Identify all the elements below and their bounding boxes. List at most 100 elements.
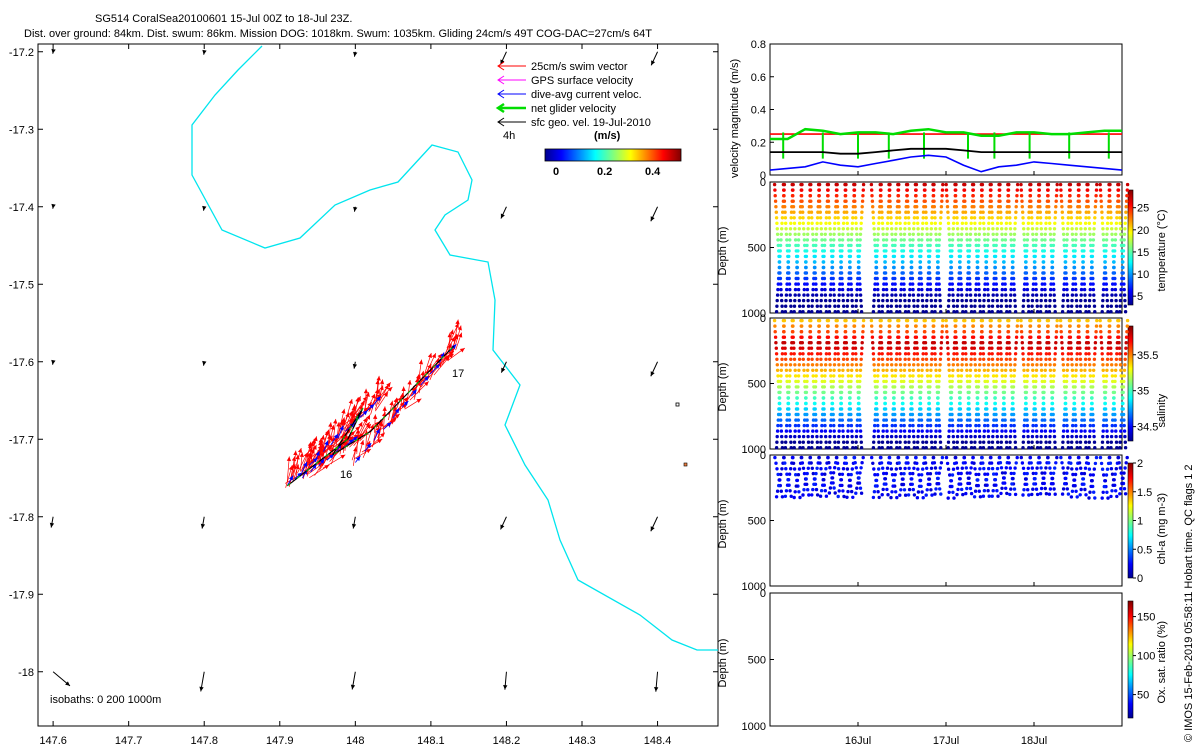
temperature-point <box>884 243 888 248</box>
chla-point <box>1075 495 1079 499</box>
temperature-point <box>1091 243 1095 248</box>
chla-point <box>830 476 835 480</box>
temperature-point <box>940 194 944 198</box>
temperature-point <box>805 287 810 292</box>
temperature-point <box>935 271 939 275</box>
temperature-point <box>1027 216 1031 220</box>
geo-vector <box>202 49 207 55</box>
dive-avg-current-vector <box>411 389 417 397</box>
temperature-point <box>1102 276 1106 281</box>
temperature-point <box>947 227 951 231</box>
salinity-point <box>1092 357 1097 361</box>
salinity-point <box>973 363 977 367</box>
salinity-point <box>985 390 989 395</box>
salinity-point <box>828 363 832 367</box>
colorbar-tick-label: 15 <box>1137 247 1149 259</box>
salinity-point <box>1046 335 1051 339</box>
temperature-point <box>953 182 957 187</box>
salinity-point <box>831 379 836 384</box>
temperature-point <box>787 243 792 248</box>
temperature-point <box>871 205 875 209</box>
salinity-point <box>1084 446 1088 450</box>
salinity-point <box>784 440 788 444</box>
salinity-point <box>1012 418 1016 422</box>
temperature-point <box>1005 216 1009 220</box>
salinity-point <box>933 352 937 356</box>
salinity-point <box>982 357 986 361</box>
salinity-point <box>999 446 1003 450</box>
temperature-point <box>1071 282 1075 286</box>
salinity-point <box>931 324 935 328</box>
temperature-point <box>872 221 876 225</box>
chla-point <box>975 483 979 488</box>
temperature-point <box>955 304 959 308</box>
temperature-point <box>923 199 927 203</box>
salinity-point <box>1051 385 1055 389</box>
temperature-point <box>933 221 937 225</box>
salinity-point <box>1001 412 1005 417</box>
salinity-point <box>1091 385 1095 389</box>
salinity-point <box>789 446 793 450</box>
temperature-point <box>844 199 848 203</box>
chla-point <box>920 473 924 477</box>
temperature-point <box>999 310 1003 314</box>
chla-point <box>1069 461 1073 465</box>
salinity-point <box>891 407 895 411</box>
chla-point <box>929 466 934 470</box>
temperature-point <box>845 298 850 303</box>
temperature-point <box>870 194 874 198</box>
salinity-point <box>1041 401 1046 406</box>
chla-point <box>1120 481 1124 486</box>
chla-point <box>994 472 999 476</box>
salinity-point <box>950 423 955 428</box>
chla-point <box>1032 482 1036 486</box>
chla-point <box>828 486 833 490</box>
salinity-point <box>976 379 981 384</box>
temperature-point <box>1105 298 1110 303</box>
salinity-point <box>847 412 851 417</box>
salinity-point <box>991 368 995 372</box>
salinity-point <box>1114 368 1118 372</box>
salinity-point <box>927 396 931 400</box>
temperature-point <box>1030 304 1034 308</box>
salinity-point <box>912 363 916 367</box>
chla-point <box>797 490 801 494</box>
geo-vector <box>202 360 207 366</box>
temperature-point <box>882 276 886 281</box>
chla-point <box>935 482 939 486</box>
temperature-point <box>1089 271 1094 275</box>
salinity-point <box>968 368 973 372</box>
salinity-point <box>837 429 841 433</box>
salinity-point <box>1053 352 1057 356</box>
chla-point <box>845 467 850 471</box>
salinity-point <box>1106 440 1110 444</box>
salinity-point <box>786 396 791 400</box>
chla-point <box>977 489 981 493</box>
salinity-point <box>876 423 880 428</box>
salinity-point <box>939 352 943 356</box>
salinity-point <box>1035 446 1040 450</box>
salinity-point <box>1007 346 1012 350</box>
temperature-point <box>879 194 883 198</box>
salinity-point <box>907 363 911 367</box>
salinity-point <box>1061 440 1065 444</box>
salinity-point <box>1062 418 1067 422</box>
temperature-point <box>893 238 898 242</box>
temperature-point <box>937 249 941 253</box>
temperature-point <box>928 243 932 248</box>
temperature-point <box>1044 304 1048 308</box>
temperature-point <box>1105 232 1109 236</box>
chla-point <box>1066 492 1071 496</box>
chla-point <box>916 490 921 494</box>
temperature-point <box>903 310 908 314</box>
salinity-point <box>1118 357 1122 361</box>
temperature-point <box>934 232 938 236</box>
salinity-point <box>962 318 966 323</box>
temperature-point <box>807 210 811 214</box>
colorbar-tick-label: 35.5 <box>1137 350 1158 362</box>
chla-point <box>986 489 990 493</box>
temperature-point <box>898 227 903 231</box>
salinity-point <box>893 385 897 389</box>
salinity-point <box>982 440 986 444</box>
